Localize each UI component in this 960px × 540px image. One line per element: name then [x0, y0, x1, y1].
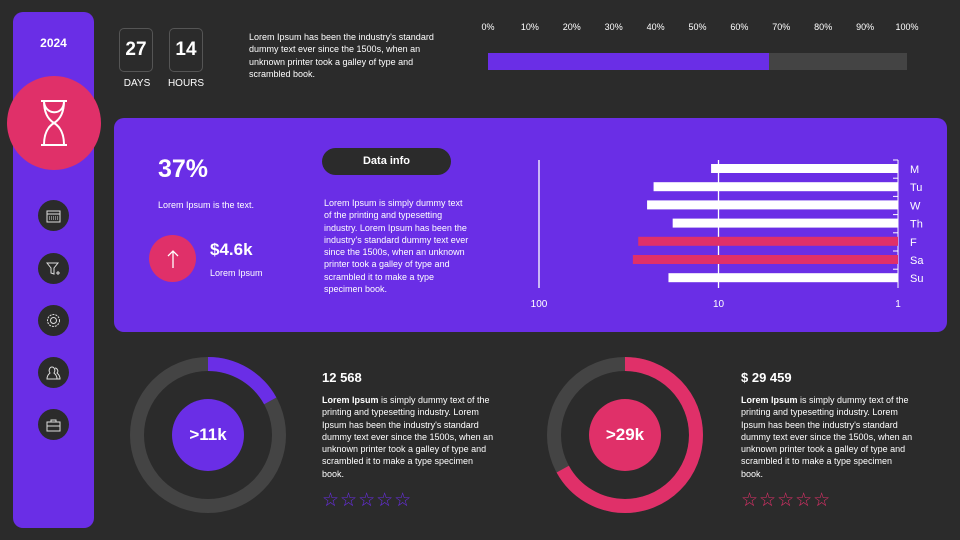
category-label: Su	[910, 273, 923, 285]
category-label: Sa	[910, 255, 924, 267]
card-2-bold: Lorem Ipsum	[741, 395, 798, 405]
rating-stars-1[interactable]: ☆☆☆☆☆	[322, 490, 413, 511]
hours-label: HOURS	[167, 78, 205, 89]
axis-tick-label: 1	[895, 299, 901, 310]
card-2-text: is simply dummy text of the printing and…	[741, 395, 913, 479]
filter-icon[interactable]	[38, 253, 69, 284]
donut-2-center: >29k	[589, 399, 661, 471]
percent-value: 37%	[158, 155, 209, 183]
bar-Tu	[653, 182, 898, 192]
users-icon[interactable]	[38, 357, 69, 388]
arrow-up-icon	[149, 235, 196, 282]
card-2-title: $ 29 459	[741, 370, 792, 385]
calendar-icon[interactable]	[38, 200, 69, 231]
progress-tick: 30%	[604, 22, 623, 32]
rating-stars-2[interactable]: ☆☆☆☆☆	[741, 490, 832, 511]
category-label: W	[910, 200, 921, 212]
days-value: 27	[119, 28, 153, 72]
progress-tick: 100%	[895, 22, 919, 32]
progress-tick: 70%	[772, 22, 791, 32]
donut-chart-1	[130, 357, 286, 513]
progress-tick: 90%	[856, 22, 875, 32]
card-1-text: is simply dummy text of the printing and…	[322, 395, 494, 479]
axis-tick-label: 100	[531, 299, 548, 310]
bar-Sa	[632, 255, 898, 264]
card-1-title: 12 568	[322, 370, 362, 385]
progress-bar	[488, 53, 907, 70]
data-info-button[interactable]: Data info	[322, 148, 451, 175]
donut-1-center: >11k	[172, 399, 244, 471]
hours-value: 14	[169, 28, 203, 72]
briefcase-icon[interactable]	[38, 409, 69, 440]
year-label: 2024	[40, 36, 67, 50]
progress-tick: 80%	[814, 22, 833, 32]
days-label: DAYS	[123, 78, 151, 89]
gear-icon[interactable]	[38, 305, 69, 336]
progress-tick: 40%	[646, 22, 665, 32]
panel-body-text: Lorem Ipsum is simply dummy text of the …	[324, 198, 469, 295]
card-1-bold: Lorem Ipsum	[322, 395, 379, 405]
progress-tick: 0%	[481, 22, 495, 32]
progress-fill	[488, 53, 769, 70]
bar-M	[711, 164, 898, 173]
amount-caption: Lorem Ipsum	[210, 268, 263, 278]
log-bar-chart: M Tu W Th F Sa Su 100 10 1	[531, 159, 924, 310]
axis-tick-label: 10	[713, 299, 725, 310]
progress-tick: 10%	[520, 22, 539, 32]
progress-tick: 60%	[730, 22, 749, 32]
percent-caption: Lorem Ipsum is the text.	[158, 200, 255, 210]
intro-text: Lorem Ipsum has been the industry's stan…	[249, 32, 434, 79]
category-label: Th	[910, 219, 923, 231]
bar-Th	[672, 218, 898, 228]
donut-arc	[130, 357, 286, 513]
bar-Su	[668, 273, 898, 283]
amount-value: $4.6k	[210, 240, 253, 259]
category-label: M	[910, 164, 919, 176]
bar-F	[638, 236, 898, 246]
hourglass-icon	[7, 76, 101, 170]
category-label: F	[910, 237, 917, 249]
category-label: Tu	[910, 182, 922, 194]
progress-ticks: 0% 10% 20% 30% 40% 50% 60% 70% 80% 90% 100%	[481, 22, 918, 34]
bar-W	[647, 200, 898, 210]
donut-chart-2	[547, 357, 703, 513]
donut-arc	[547, 357, 703, 513]
progress-tick: 50%	[688, 22, 707, 32]
progress-tick: 20%	[562, 22, 581, 32]
